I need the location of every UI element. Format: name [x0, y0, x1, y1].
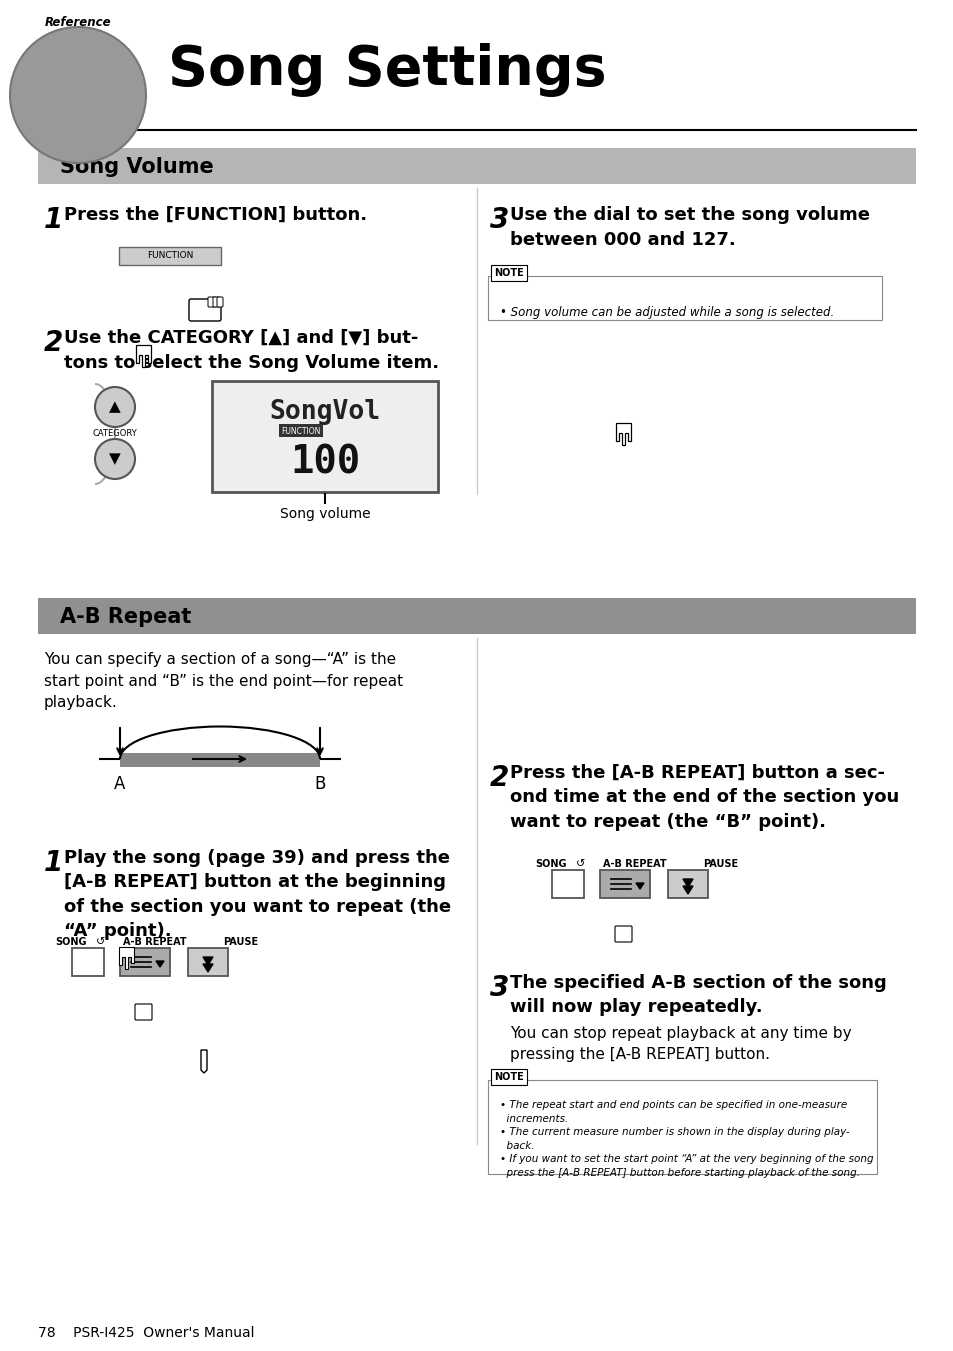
Text: Song Settings: Song Settings [168, 43, 606, 97]
Polygon shape [156, 961, 164, 967]
FancyBboxPatch shape [599, 870, 649, 898]
FancyBboxPatch shape [119, 247, 221, 265]
Polygon shape [203, 965, 213, 971]
Text: PAUSE: PAUSE [223, 938, 258, 947]
Text: You can specify a section of a song—“A” is the
start point and “B” is the end po: You can specify a section of a song—“A” … [44, 653, 403, 711]
Text: CATEGORY: CATEGORY [92, 430, 137, 439]
Text: B: B [314, 775, 325, 793]
Polygon shape [682, 886, 692, 894]
Text: SongVol: SongVol [269, 399, 380, 426]
Text: 1: 1 [44, 205, 63, 234]
Text: 2: 2 [490, 765, 509, 792]
Text: Reference: Reference [45, 15, 112, 28]
Text: PAUSE: PAUSE [702, 859, 738, 869]
Text: ▲: ▲ [109, 400, 121, 415]
Text: 1: 1 [44, 848, 63, 877]
Text: FUNCTION: FUNCTION [147, 251, 193, 261]
FancyBboxPatch shape [189, 299, 221, 322]
Polygon shape [46, 1224, 106, 1274]
Text: A-B REPEAT: A-B REPEAT [123, 938, 187, 947]
Polygon shape [201, 1050, 207, 1073]
Text: Use the CATEGORY [▲] and [▼] but-
tons to select the Song Volume item.: Use the CATEGORY [▲] and [▼] but- tons t… [64, 330, 438, 372]
Text: Play the song (page 39) and press the
[A-B REPEAT] button at the beginning
of th: Play the song (page 39) and press the [A… [64, 848, 451, 940]
Text: ▼: ▼ [109, 451, 121, 466]
FancyBboxPatch shape [278, 424, 323, 436]
FancyBboxPatch shape [216, 297, 223, 307]
Text: You can stop repeat playback at any time by
pressing the [A-B REPEAT] button.: You can stop repeat playback at any time… [510, 1025, 851, 1062]
FancyBboxPatch shape [38, 598, 915, 634]
FancyBboxPatch shape [488, 276, 882, 320]
Text: A-B Repeat: A-B Repeat [60, 607, 192, 627]
Polygon shape [119, 947, 133, 969]
FancyBboxPatch shape [38, 149, 915, 184]
Circle shape [10, 27, 146, 163]
Text: NOTE: NOTE [494, 267, 523, 278]
Text: Song volume: Song volume [279, 507, 370, 521]
FancyBboxPatch shape [491, 265, 526, 281]
FancyBboxPatch shape [120, 948, 170, 975]
Text: • Song volume can be adjusted while a song is selected.: • Song volume can be adjusted while a so… [499, 305, 833, 319]
Polygon shape [136, 345, 151, 367]
Text: 2: 2 [44, 330, 63, 357]
Text: SONG: SONG [535, 859, 566, 869]
Polygon shape [636, 884, 643, 889]
Polygon shape [55, 1209, 61, 1225]
Text: Press the [FUNCTION] button.: Press the [FUNCTION] button. [64, 205, 367, 224]
Text: 3: 3 [490, 205, 509, 234]
FancyBboxPatch shape [188, 948, 228, 975]
Circle shape [95, 386, 135, 427]
Text: A-B REPEAT: A-B REPEAT [602, 859, 666, 869]
Text: 78    PSR-I425  Owner's Manual: 78 PSR-I425 Owner's Manual [38, 1325, 254, 1340]
Polygon shape [85, 1209, 91, 1225]
Text: SONG: SONG [55, 938, 87, 947]
FancyBboxPatch shape [213, 297, 220, 307]
Text: • The repeat start and end points can be specified in one-measure
  increments.
: • The repeat start and end points can be… [499, 1100, 873, 1178]
Polygon shape [203, 957, 213, 965]
FancyBboxPatch shape [491, 1069, 526, 1085]
FancyBboxPatch shape [71, 948, 104, 975]
Text: Press the [A-B REPEAT] button a sec-
ond time at the end of the section you
want: Press the [A-B REPEAT] button a sec- ond… [510, 765, 899, 831]
FancyBboxPatch shape [208, 297, 215, 307]
FancyBboxPatch shape [552, 870, 583, 898]
FancyBboxPatch shape [135, 1004, 152, 1020]
FancyBboxPatch shape [667, 870, 707, 898]
Text: ↺: ↺ [96, 938, 106, 947]
Text: NOTE: NOTE [494, 1071, 523, 1082]
Text: FUNCTION: FUNCTION [281, 427, 320, 435]
FancyBboxPatch shape [212, 381, 437, 492]
Polygon shape [682, 880, 692, 888]
FancyBboxPatch shape [120, 753, 319, 767]
Circle shape [95, 439, 135, 480]
Polygon shape [616, 423, 630, 444]
Text: Song Volume: Song Volume [60, 157, 213, 177]
FancyBboxPatch shape [488, 1079, 876, 1174]
Text: A: A [114, 775, 126, 793]
Text: 100: 100 [290, 443, 359, 481]
FancyBboxPatch shape [615, 925, 631, 942]
Text: 3: 3 [490, 974, 509, 1002]
Text: ↺: ↺ [576, 859, 585, 869]
Text: Use the dial to set the song volume
between 000 and 127.: Use the dial to set the song volume betw… [510, 205, 869, 249]
Text: The specified A-B section of the song
will now play repeatedly.: The specified A-B section of the song wi… [510, 974, 886, 1016]
